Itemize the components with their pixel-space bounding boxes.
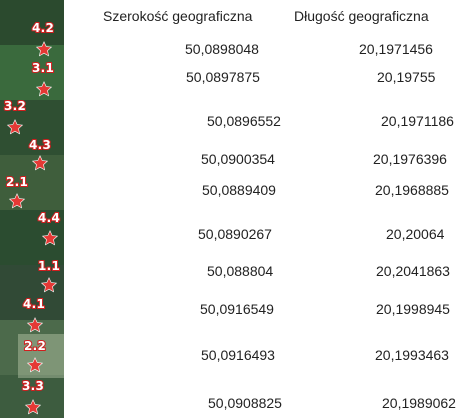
marker-rating: 2.2 — [23, 338, 47, 354]
marker-rating: 4.4 — [37, 210, 61, 226]
marker-rating: 4.1 — [22, 296, 46, 312]
star-icon — [27, 317, 43, 333]
latitude-value: 50,0898048 — [185, 41, 259, 57]
map-marker[interactable]: 3.2 — [3, 98, 34, 139]
star-icon — [7, 119, 23, 135]
longitude-value: 20,1993463 — [375, 347, 449, 363]
longitude-value: 20,1971186 — [381, 113, 454, 129]
star-icon — [32, 155, 48, 171]
latitude-value: 50,0890267 — [198, 226, 272, 242]
latitude-header: Szerokość geograficzna — [103, 8, 253, 24]
map-tile — [0, 155, 64, 210]
map-tile — [0, 45, 64, 100]
latitude-value: 50,0897875 — [186, 69, 260, 85]
longitude-value: 20,1998945 — [376, 301, 450, 317]
longitude-value: 20,1976396 — [373, 151, 447, 167]
map-marker[interactable]: 4.1 — [22, 296, 53, 337]
map-marker[interactable]: 3.1 — [31, 60, 62, 101]
marker-rating: 3.2 — [3, 98, 27, 114]
star-icon — [25, 399, 41, 415]
longitude-value: 20,19755 — [377, 69, 436, 85]
longitude-value: 20,1989062 — [382, 395, 456, 411]
map-marker[interactable]: 4.2 — [31, 20, 62, 61]
marker-rating: 3.1 — [31, 60, 55, 76]
latitude-value: 50,088804 — [207, 263, 274, 279]
map-tile — [0, 0, 64, 45]
marker-rating: 2.1 — [5, 174, 29, 190]
latitude-value: 50,0916493 — [201, 347, 275, 363]
latitude-value: 50,0908825 — [208, 395, 282, 411]
latitude-value: 50,0896552 — [207, 113, 281, 129]
star-icon — [36, 41, 52, 57]
star-icon — [42, 230, 58, 246]
map-tile — [0, 265, 64, 320]
longitude-value: 20,1971456 — [359, 41, 433, 57]
marker-rating: 4.3 — [28, 137, 52, 153]
marker-rating: 3.3 — [21, 378, 45, 394]
map-marker[interactable]: 4.4 — [37, 210, 68, 251]
map-marker[interactable]: 2.1 — [5, 174, 36, 215]
map-marker[interactable]: 2.2 — [23, 338, 54, 379]
star-icon — [36, 81, 52, 97]
longitude-header: Długość geograficzna — [294, 8, 429, 24]
longitude-value: 20,20064 — [386, 226, 445, 242]
star-icon — [9, 193, 25, 209]
longitude-value: 20,2041863 — [376, 263, 450, 279]
star-icon — [41, 277, 57, 293]
latitude-value: 50,0916549 — [200, 301, 274, 317]
marker-rating: 1.1 — [37, 258, 61, 274]
map-marker[interactable]: 3.3 — [21, 378, 52, 419]
map-marker[interactable]: 4.3 — [28, 137, 59, 178]
marker-rating: 4.2 — [31, 20, 55, 36]
latitude-value: 50,0900354 — [201, 151, 275, 167]
latitude-value: 50,0889409 — [202, 182, 276, 198]
map-marker[interactable]: 1.1 — [37, 258, 68, 299]
longitude-value: 20,1968885 — [375, 182, 449, 198]
star-icon — [27, 357, 43, 373]
map-highlight — [18, 334, 64, 378]
